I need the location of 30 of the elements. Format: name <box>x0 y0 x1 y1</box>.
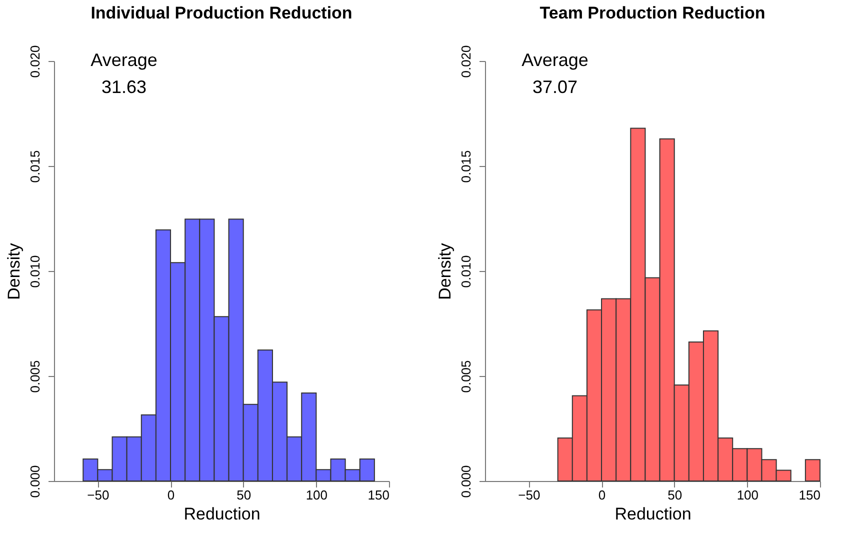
chart-title: Individual Production Reduction <box>90 4 352 23</box>
x-tick-label: −50 <box>87 488 110 502</box>
x-axis-title: Reduction <box>614 504 692 524</box>
y-tick-label: 0.020 <box>28 45 42 78</box>
y-tick-label: 0.005 <box>28 360 42 393</box>
x-tick-label: 0 <box>598 488 606 502</box>
y-axis-title: Density <box>4 242 24 300</box>
annotation: Average <box>522 50 588 70</box>
x-axis-title: Reduction <box>184 504 260 524</box>
y-tick-label: 0.005 <box>458 360 474 393</box>
x-tick-label: 150 <box>798 488 820 502</box>
y-axis-title: Density <box>436 242 454 300</box>
y-tick-label: 0.015 <box>28 150 42 183</box>
y-tick-label: 0.010 <box>28 255 42 288</box>
x-tick-label: 150 <box>368 488 390 502</box>
annotation: 37.07 <box>532 77 578 97</box>
x-tick-label: 50 <box>236 488 252 502</box>
annotation: Average <box>90 50 158 70</box>
x-tick-label: 0 <box>167 488 175 502</box>
x-tick-label: 50 <box>668 488 682 502</box>
annotation: 31.63 <box>101 77 147 97</box>
y-tick-label: 0.015 <box>458 150 474 183</box>
x-tick-label: −50 <box>518 488 540 502</box>
y-tick-label: 0.000 <box>458 465 474 498</box>
x-tick-label: 100 <box>306 488 328 502</box>
y-tick-label: 0.010 <box>458 255 474 288</box>
y-tick-label: 0.020 <box>458 45 474 78</box>
chart-title: Team Production Reduction <box>540 4 766 23</box>
y-tick-label: 0.000 <box>28 465 42 498</box>
x-tick-label: 100 <box>736 488 759 502</box>
